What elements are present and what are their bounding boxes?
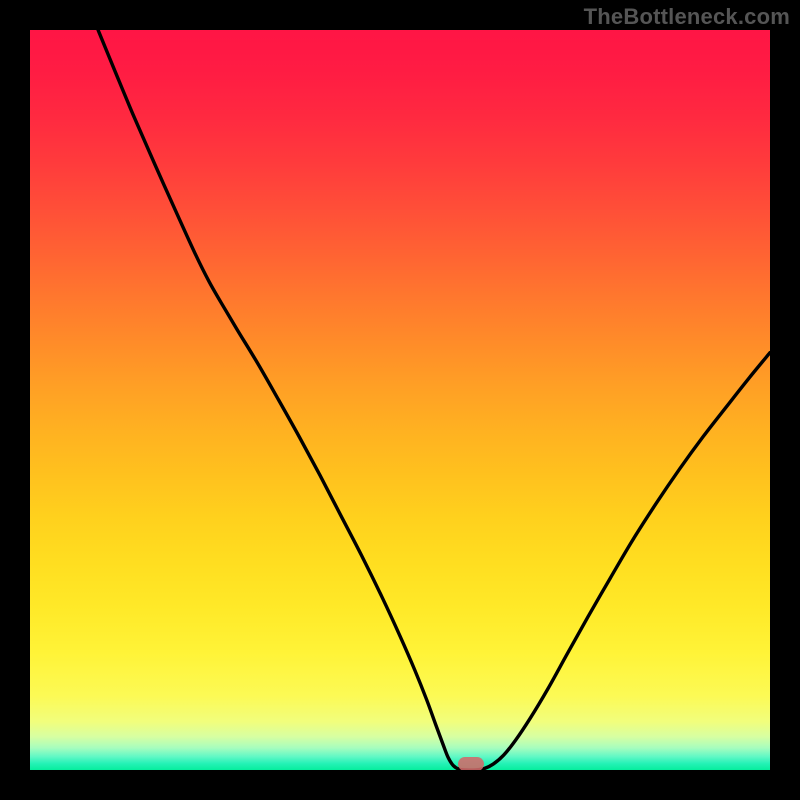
stage: TheBottleneck.com (0, 0, 800, 800)
optimal-point-marker (458, 757, 485, 770)
plot-area (30, 30, 770, 770)
bottleneck-curve (30, 30, 770, 770)
watermark-text: TheBottleneck.com (584, 4, 790, 30)
